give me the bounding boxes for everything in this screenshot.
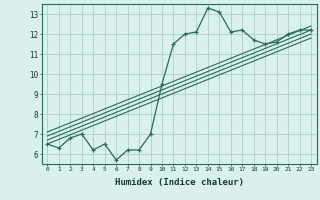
- X-axis label: Humidex (Indice chaleur): Humidex (Indice chaleur): [115, 178, 244, 187]
